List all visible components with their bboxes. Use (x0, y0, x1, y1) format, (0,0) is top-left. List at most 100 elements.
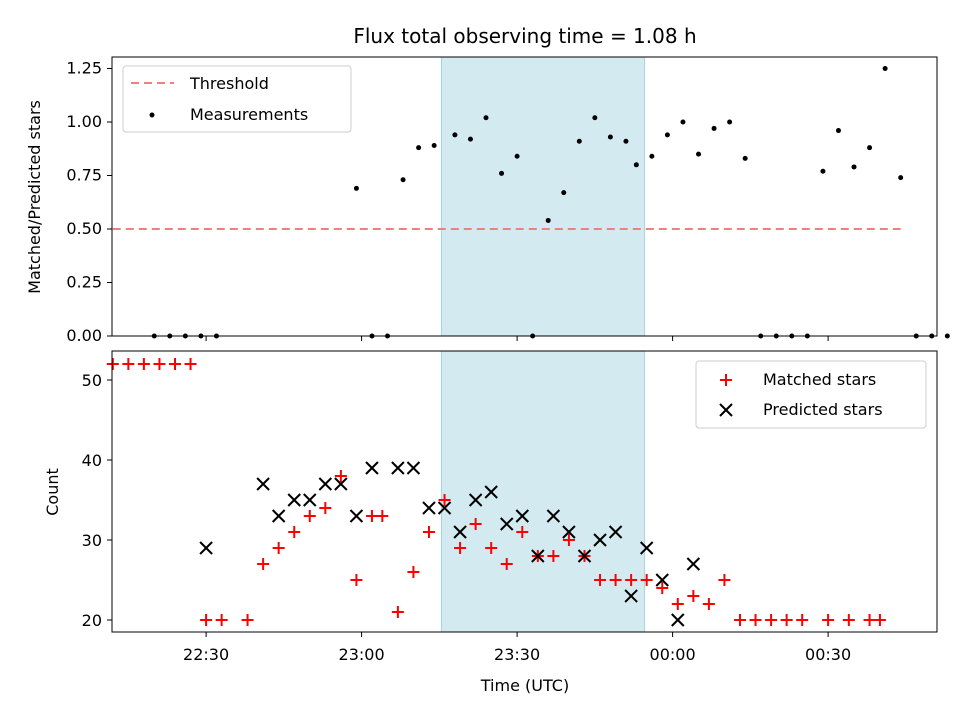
matched-stars-points (106, 358, 886, 626)
legend-measurements-label: Measurements (190, 105, 308, 124)
predicted-star-point (671, 613, 685, 627)
predicted-star-point (422, 501, 436, 515)
matched-star-point (438, 494, 451, 506)
measurement-point (592, 115, 598, 121)
top-y-tick-label: 0.25 (66, 273, 102, 292)
matched-star-point (656, 582, 669, 594)
bottom-x-tick-label: 23:30 (494, 645, 540, 664)
legend-predicted-swatch (719, 403, 733, 417)
matched-star-point (671, 598, 684, 610)
measurement-point (545, 217, 551, 223)
predicted-star-point (686, 557, 701, 571)
bottom-x-tick-label: 00:00 (650, 645, 696, 664)
measurement-point (499, 170, 505, 176)
predicted-star-point (453, 525, 467, 539)
measurement-point (835, 128, 841, 134)
predicted-star-point (334, 477, 348, 491)
matched-star-point (765, 614, 778, 626)
predicted-star-point (391, 461, 405, 475)
bottom-y-tick-label: 20 (82, 611, 102, 630)
matched-star-point (365, 510, 378, 522)
matched-star-point (873, 614, 886, 626)
predicted-star-point (199, 541, 213, 555)
bottom-y-axis-label: Count (43, 468, 62, 516)
bottom-axes-frame (111, 350, 938, 633)
measurement-point (431, 143, 437, 149)
bottom-x-axis-label: Time (UTC) (480, 676, 569, 695)
measurement-point (452, 132, 458, 138)
predicted-star-point (577, 549, 592, 563)
top-highlight-span (440, 56, 646, 337)
top-y-tick-label: 1.25 (66, 59, 102, 78)
matched-star-point (702, 598, 715, 610)
matched-star-point (215, 614, 228, 626)
predicted-star-point (406, 461, 421, 475)
top-y-tick-label: 0.75 (66, 166, 102, 185)
predicted-star-point (546, 509, 561, 523)
matched-star-point (106, 358, 119, 370)
predicted-star-point (318, 477, 333, 491)
matched-star-point (272, 542, 285, 554)
bottom-x-tick-label: 23:00 (339, 645, 385, 664)
matched-star-point (303, 510, 316, 522)
matched-star-point (500, 558, 513, 570)
bottom-x-tick-label: 22:30 (183, 645, 229, 664)
matched-star-point (184, 358, 197, 370)
legend-measurements-swatch (149, 112, 155, 118)
top-axes-frame (111, 56, 938, 337)
matched-star-point (376, 510, 389, 522)
measurement-point (514, 153, 520, 159)
matched-star-point (137, 358, 150, 370)
matched-star-point (863, 614, 876, 626)
measurement-point (353, 185, 359, 191)
top-x-ticks (205, 336, 829, 341)
matched-star-point (241, 614, 254, 626)
measurement-point (851, 164, 857, 170)
measurement-point (649, 153, 655, 159)
measurement-point (483, 115, 489, 121)
matched-star-point (319, 502, 332, 514)
measurement-point (742, 155, 748, 161)
predicted-stars-points (199, 461, 701, 627)
legend-threshold-label: Threshold (189, 74, 269, 93)
measurement-point (633, 162, 639, 168)
matched-star-point (200, 614, 213, 626)
matched-star-point (288, 526, 301, 538)
legend-predicted-label: Predicted stars (763, 400, 883, 419)
matched-star-point (334, 470, 347, 482)
predicted-star-point (287, 493, 301, 507)
bottom-highlight-span (440, 350, 646, 633)
predicted-star-point (593, 533, 607, 547)
matched-star-point (350, 574, 363, 586)
predicted-star-point (655, 573, 669, 587)
measurement-point (576, 138, 582, 144)
matched-star-point (822, 614, 835, 626)
matched-star-point (640, 574, 653, 586)
measurement-point (467, 136, 473, 142)
predicted-star-point (484, 485, 498, 499)
measurement-point (400, 177, 406, 183)
bottom-x-tick-label: 00:30 (805, 645, 851, 664)
measurement-point (664, 132, 670, 138)
matched-star-point (469, 518, 482, 530)
predicted-star-point (515, 509, 529, 523)
matched-star-point (718, 574, 731, 586)
predicted-star-point (624, 589, 638, 603)
matched-star-point (780, 614, 793, 626)
matched-star-point (842, 614, 855, 626)
matched-star-point (516, 526, 529, 538)
measurement-point (696, 151, 702, 157)
matched-star-point (547, 550, 560, 562)
matched-star-point (153, 358, 166, 370)
measurement-point (607, 134, 613, 140)
predicted-star-point (500, 517, 514, 531)
matched-star-point (169, 358, 181, 370)
matched-star-point (257, 558, 270, 570)
top-y-tick-label: 0.00 (66, 326, 102, 345)
predicted-star-point (562, 525, 576, 539)
bottom-y-tick-label: 50 (82, 371, 102, 390)
predicted-star-point (531, 549, 545, 563)
